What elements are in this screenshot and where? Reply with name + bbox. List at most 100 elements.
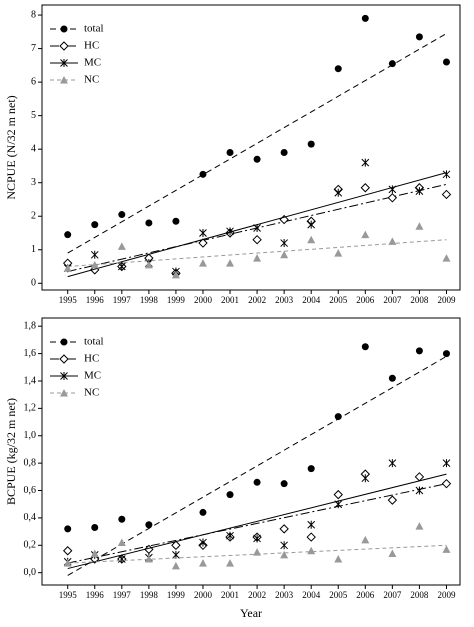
- x-tick-label: 2005: [329, 295, 348, 305]
- data-point: [252, 234, 262, 245]
- legend-label: MC: [84, 57, 101, 69]
- legend-label: MC: [84, 370, 101, 382]
- data-point: [226, 227, 234, 236]
- x-tick-label: 2000: [194, 590, 213, 600]
- data-point: [334, 413, 342, 421]
- data-point: [306, 532, 316, 542]
- legend-marker: [60, 76, 68, 84]
- x-tick-label: 2004: [302, 295, 321, 305]
- y-tick-label: 0,0: [24, 567, 37, 578]
- data-point: [63, 264, 72, 272]
- data-point: [307, 520, 316, 529]
- data-point: [361, 230, 370, 239]
- data-point: [199, 508, 207, 516]
- y-axis-label: BCPUE (kg/32 m net): [4, 398, 18, 505]
- data-point: [441, 478, 452, 489]
- data-point: [307, 220, 316, 229]
- x-tick-label: 2006: [356, 590, 375, 600]
- data-point: [118, 515, 126, 523]
- data-point: [442, 170, 451, 179]
- data-point: [388, 374, 396, 382]
- y-tick-label: 1,4: [24, 375, 37, 386]
- data-point: [442, 459, 451, 468]
- x-tick-label: 2005: [329, 590, 348, 600]
- data-point: [171, 561, 180, 570]
- data-point: [280, 149, 288, 157]
- data-point: [415, 222, 424, 230]
- x-tick-label: 1997: [113, 295, 132, 305]
- data-point: [415, 522, 424, 530]
- data-point: [279, 524, 289, 534]
- data-point: [91, 221, 99, 229]
- data-point: [90, 260, 99, 269]
- data-point: [415, 347, 423, 355]
- y-tick-label: 0,4: [24, 512, 37, 523]
- data-point: [226, 149, 234, 157]
- y-tick-label: 1,2: [24, 403, 37, 414]
- data-point: [253, 254, 262, 262]
- y-tick-label: 8: [31, 9, 36, 20]
- data-point: [307, 235, 316, 244]
- data-point: [361, 343, 369, 351]
- x-tick-label: 2004: [302, 590, 321, 600]
- data-point: [442, 545, 451, 553]
- trend-line: [67, 239, 447, 268]
- trend-line: [67, 483, 447, 564]
- data-point: [415, 486, 424, 495]
- data-point: [333, 489, 343, 500]
- x-tick-label: 1999: [167, 295, 186, 305]
- x-tick-label: 2008: [410, 590, 429, 600]
- y-tick-label: 0,2: [24, 540, 37, 551]
- x-tick-label: 1995: [59, 295, 78, 305]
- data-point: [118, 211, 126, 219]
- data-point: [199, 229, 207, 237]
- x-tick-label: 1995: [59, 590, 78, 600]
- y-tick-label: 3: [31, 177, 36, 188]
- trend-line: [67, 355, 447, 576]
- data-point: [91, 523, 99, 531]
- data-point: [198, 559, 207, 567]
- x-tick-label: 2006: [356, 295, 375, 305]
- data-point: [307, 465, 315, 473]
- x-tick-label: 2008: [410, 295, 429, 305]
- data-point: [280, 250, 289, 259]
- x-tick-label: 2001: [221, 295, 239, 305]
- x-tick-label: 1998: [140, 590, 159, 600]
- data-point: [280, 541, 288, 550]
- data-point: [253, 223, 261, 232]
- data-point: [64, 525, 72, 533]
- x-tick-label: 1998: [140, 295, 159, 305]
- y-tick-label: 0,6: [24, 485, 37, 496]
- data-point: [198, 238, 208, 248]
- data-point: [388, 185, 397, 194]
- data-point: [334, 188, 343, 197]
- data-point: [334, 500, 343, 509]
- x-tick-label: 2007: [383, 590, 402, 600]
- x-tick-label: 2003: [275, 590, 294, 600]
- data-point: [226, 491, 234, 499]
- data-point: [361, 14, 369, 22]
- data-point: [145, 521, 153, 529]
- data-point: [307, 546, 316, 555]
- data-point: [361, 474, 370, 483]
- data-point: [117, 242, 126, 250]
- y-tick-label: 7: [31, 43, 36, 54]
- data-point: [442, 254, 451, 262]
- y-axis-label: NCPUE (N/32 m net): [4, 95, 18, 199]
- x-tick-label: 2001: [221, 590, 239, 600]
- y-tick-label: 0,8: [24, 457, 37, 468]
- data-point: [388, 459, 397, 468]
- data-point: [117, 538, 126, 547]
- x-tick-label: 2009: [437, 295, 456, 305]
- data-point: [171, 270, 180, 279]
- data-point: [198, 259, 207, 267]
- data-point: [90, 549, 99, 558]
- x-tick-label: 1999: [167, 590, 186, 600]
- data-point: [253, 548, 262, 556]
- data-point: [64, 231, 72, 239]
- data-point: [62, 546, 73, 556]
- data-point: [387, 495, 398, 505]
- data-point: [226, 259, 235, 267]
- legend-marker: [60, 338, 68, 346]
